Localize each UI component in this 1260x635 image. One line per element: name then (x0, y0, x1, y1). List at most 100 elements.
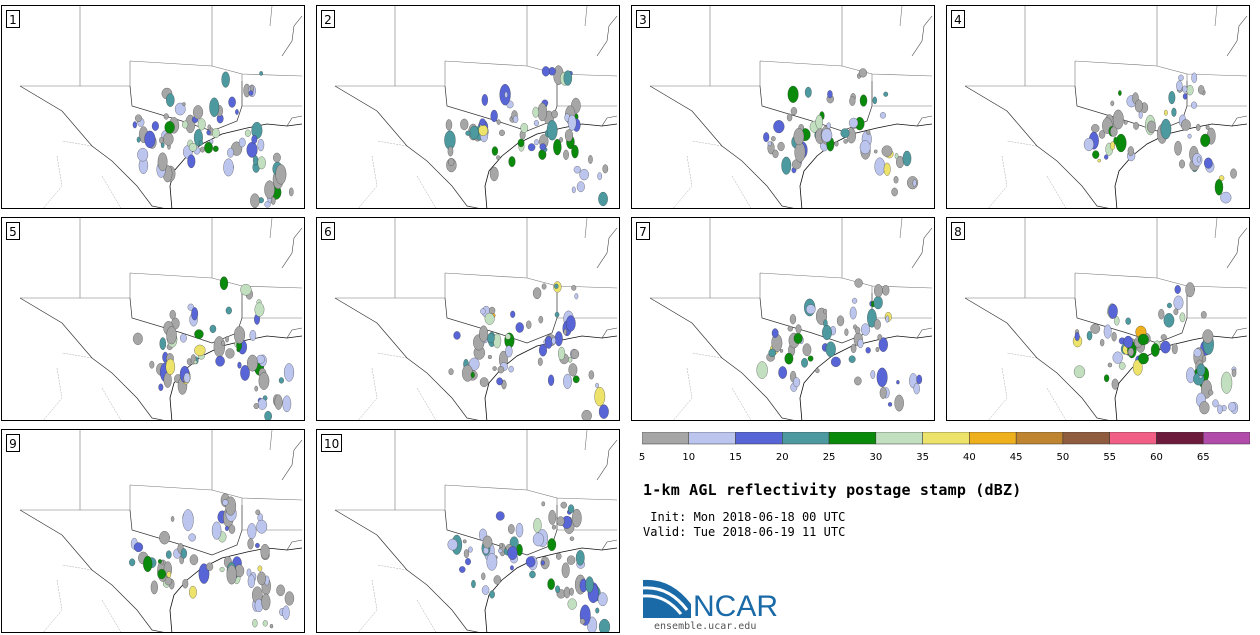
radar-echo (537, 102, 548, 122)
radar-echo (219, 276, 229, 290)
radar-echo (555, 585, 561, 594)
radar-echo (517, 138, 525, 148)
radar-echo (568, 356, 573, 363)
radar-echo (1114, 316, 1120, 326)
radar-echo (1163, 313, 1175, 328)
radar-echo (597, 592, 608, 607)
radar-echo (534, 139, 539, 146)
radar-echo (571, 144, 579, 159)
radar-echo (491, 146, 499, 156)
radar-echo (1123, 120, 1128, 125)
radar-echo (447, 538, 458, 551)
radar-echo (490, 109, 498, 122)
radar-echo (250, 193, 260, 208)
radar-echo (786, 113, 793, 122)
radar-echo (576, 181, 585, 193)
radar-echo (1132, 359, 1143, 376)
radar-echo (481, 585, 490, 595)
radar-echo (763, 132, 770, 143)
radar-echo (551, 524, 556, 530)
radar-echo (1181, 119, 1191, 131)
radar-echo (144, 130, 156, 148)
radar-echo (823, 308, 828, 315)
radar-echo (158, 383, 164, 391)
radar-echo (448, 368, 454, 376)
radar-echo (882, 284, 890, 296)
radar-echo (225, 348, 235, 359)
radar-echo (484, 312, 495, 325)
radar-echo (1199, 401, 1210, 415)
radar-echo (463, 549, 470, 558)
radar-echo (771, 328, 779, 338)
radar-echo (211, 521, 222, 540)
radar-echo (492, 366, 497, 371)
radar-echo (1091, 124, 1100, 133)
radar-echo (206, 562, 214, 571)
radar-echo (555, 552, 562, 560)
radar-echo (1138, 111, 1143, 119)
radar-echo (157, 568, 167, 580)
radar-echo (515, 322, 524, 333)
radar-echo (504, 91, 508, 98)
panel-map (964, 6, 1248, 208)
radar-echo (541, 66, 550, 77)
radar-echo (554, 283, 559, 289)
radar-echo (1191, 72, 1198, 83)
radar-echo (1104, 154, 1109, 160)
radar-echo (563, 586, 571, 599)
radar-echo (166, 93, 175, 107)
radar-echo (247, 354, 258, 372)
radar-echo (163, 132, 174, 146)
radar-echo (859, 140, 871, 155)
radar-echo (207, 124, 212, 130)
radar-echo (879, 386, 887, 399)
radar-echo (508, 524, 515, 534)
radar-echo (215, 355, 225, 367)
radar-echo (570, 349, 580, 359)
radar-echo (1182, 85, 1188, 93)
radar-echo (1196, 363, 1206, 377)
radar-echo (834, 140, 839, 147)
member-number-label: 7 (636, 222, 650, 240)
radar-echo (887, 402, 893, 407)
radar-echo (772, 149, 779, 159)
radar-echo (498, 548, 503, 554)
radar-echo (784, 352, 794, 365)
radar-echo (891, 187, 898, 197)
radar-echo (206, 129, 211, 136)
radar-echo (579, 168, 589, 181)
radar-echo (460, 118, 469, 131)
radar-echo (489, 590, 495, 599)
radar-echo (893, 176, 899, 184)
radar-echo (170, 515, 175, 522)
radar-echo (1176, 80, 1183, 92)
radar-echo (571, 186, 576, 194)
radar-echo (527, 143, 536, 152)
colorbar-tick-label: 65 (1196, 452, 1210, 463)
radar-echo (228, 96, 236, 108)
radar-echo (894, 152, 899, 160)
radar-echo (1174, 140, 1182, 156)
colorbar-segment (1202, 432, 1250, 445)
radar-echo (573, 165, 581, 174)
radar-echo (159, 531, 170, 545)
reflectivity-colorbar (642, 432, 1250, 445)
radar-echo (843, 139, 848, 144)
colorbar-segment (1015, 432, 1064, 445)
radar-echo (1217, 404, 1223, 414)
radar-echo (849, 117, 859, 129)
radar-echo (254, 302, 265, 317)
radar-echo (902, 150, 912, 167)
radar-echo (508, 365, 514, 373)
radar-echo (546, 120, 558, 141)
radar-echo (1208, 389, 1214, 396)
radar-echo (129, 558, 136, 567)
radar-echo (247, 574, 255, 589)
radar-echo (836, 315, 845, 327)
radar-echo (551, 337, 556, 345)
radar-echo (857, 338, 864, 349)
radar-echo (132, 332, 143, 345)
radar-echo (1203, 157, 1213, 169)
radar-echo (1118, 362, 1126, 370)
colorbar-tick-label: 55 (1103, 452, 1117, 463)
